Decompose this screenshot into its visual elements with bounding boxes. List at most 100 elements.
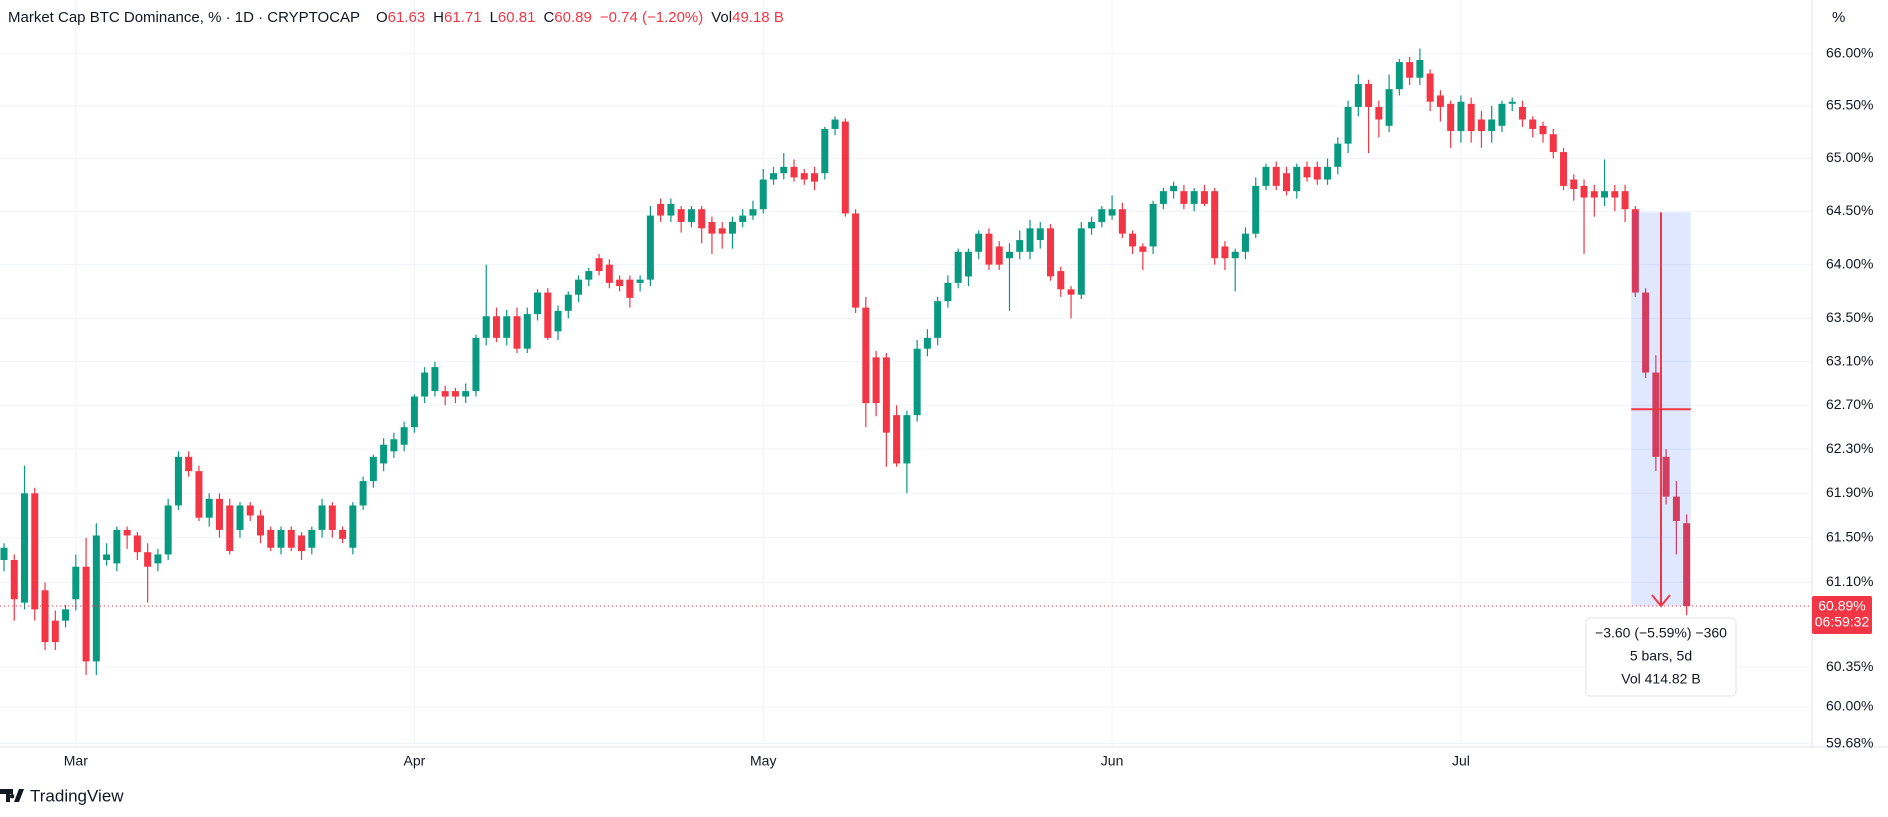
candle-body — [1108, 209, 1116, 216]
candle-body — [677, 209, 685, 222]
candle-body — [1631, 209, 1639, 293]
candle-body — [944, 282, 952, 302]
candle-body — [164, 505, 172, 555]
symbol-header: Market Cap BTC Dominance, % · 1D · CRYPT… — [8, 9, 784, 26]
candle-body — [975, 233, 983, 252]
candle-body — [205, 498, 213, 518]
candle-body — [1580, 185, 1588, 198]
candle-body — [0, 547, 8, 561]
countdown: 06:59:32 — [1815, 614, 1870, 630]
candle-body — [708, 221, 716, 234]
candle-body — [544, 292, 552, 338]
candle-body — [492, 316, 500, 338]
candle-body — [1098, 209, 1106, 222]
y-tick-label: 59.68% — [1826, 734, 1873, 750]
candle-body — [1283, 173, 1290, 192]
candle-body — [1005, 251, 1013, 259]
candle-body — [72, 566, 80, 600]
candle-body — [1518, 106, 1526, 120]
candle-body — [913, 348, 921, 416]
candle-body — [277, 529, 285, 548]
candle-body — [841, 121, 849, 214]
candle-body — [749, 209, 757, 216]
candle-body — [1560, 152, 1568, 186]
candle-body — [811, 173, 819, 182]
x-tick-label: Mar — [64, 753, 88, 769]
y-tick-label: 63.10% — [1826, 352, 1873, 368]
candle-body — [1385, 89, 1393, 126]
candle-body — [1026, 228, 1034, 252]
candle-body — [31, 493, 39, 610]
candle-body — [934, 301, 942, 338]
candle-body — [339, 529, 347, 539]
candle-body — [1016, 240, 1024, 252]
x-tick-label: Jul — [1452, 753, 1470, 769]
candle-body — [267, 529, 275, 548]
candle-body — [646, 215, 654, 280]
candle-body — [1077, 228, 1085, 295]
candle-body — [1621, 191, 1629, 210]
candle-body — [893, 415, 901, 464]
candle-body — [595, 258, 603, 272]
candle-body — [246, 505, 254, 516]
candle-body — [21, 493, 29, 603]
candle-body — [739, 215, 747, 222]
candle-body — [1426, 73, 1434, 102]
candle-body — [123, 529, 131, 536]
y-tick-label: 60.35% — [1826, 658, 1873, 674]
candle-body — [1539, 125, 1547, 135]
candle-body — [882, 357, 890, 433]
candle-body — [410, 396, 418, 428]
candle-body — [1354, 83, 1362, 107]
legend-key: O — [376, 9, 388, 26]
y-tick-label: 64.50% — [1826, 202, 1873, 218]
candle-body — [308, 529, 316, 548]
candle-body — [667, 203, 675, 216]
candle-body — [472, 337, 480, 392]
candle-body — [585, 271, 593, 280]
candle-body — [1498, 103, 1506, 126]
candle-body — [1159, 191, 1167, 204]
y-tick-label: 66.00% — [1826, 44, 1873, 60]
x-tick-label: Jun — [1101, 753, 1124, 769]
candle-body — [431, 367, 439, 392]
candle-body — [421, 372, 429, 397]
candle-body — [1662, 456, 1670, 497]
candle-body — [1129, 233, 1137, 247]
candle-body — [872, 357, 880, 404]
price-tag-value: 60.89% — [1818, 598, 1865, 614]
candle-body — [92, 535, 100, 662]
candle-body — [1241, 233, 1249, 252]
candle-body — [359, 481, 367, 506]
candle-body — [903, 415, 911, 464]
candle-body — [1447, 103, 1455, 132]
candle-body — [923, 337, 931, 349]
candle-body — [770, 173, 777, 180]
candle-body — [82, 566, 90, 662]
candle-body — [1672, 496, 1680, 522]
symbol-title: Market Cap BTC Dominance, % · 1D · CRYPT… — [8, 9, 360, 26]
candle-body — [1611, 191, 1619, 198]
candle-body — [380, 444, 388, 464]
candle-body — [1047, 228, 1055, 277]
measure-text: Vol 414.82 B — [1621, 671, 1700, 687]
candle-body — [1416, 60, 1424, 78]
candle-body — [1324, 166, 1332, 180]
candle-body — [113, 529, 121, 564]
candle-body — [1170, 185, 1178, 192]
candle-body — [1262, 166, 1270, 186]
candle-body — [1149, 203, 1157, 247]
candle-body — [185, 456, 193, 472]
candle-body — [400, 427, 408, 445]
candle-body — [554, 310, 562, 332]
candle-body — [174, 456, 182, 506]
y-tick-label: 64.00% — [1826, 255, 1873, 271]
candle-body — [954, 251, 962, 283]
candle-body — [1601, 191, 1609, 198]
measure-text: 5 bars, 5d — [1630, 648, 1692, 664]
y-tick-label: 62.30% — [1826, 440, 1873, 456]
candle-body — [1683, 523, 1691, 607]
y-tick-label: 61.10% — [1826, 573, 1873, 589]
